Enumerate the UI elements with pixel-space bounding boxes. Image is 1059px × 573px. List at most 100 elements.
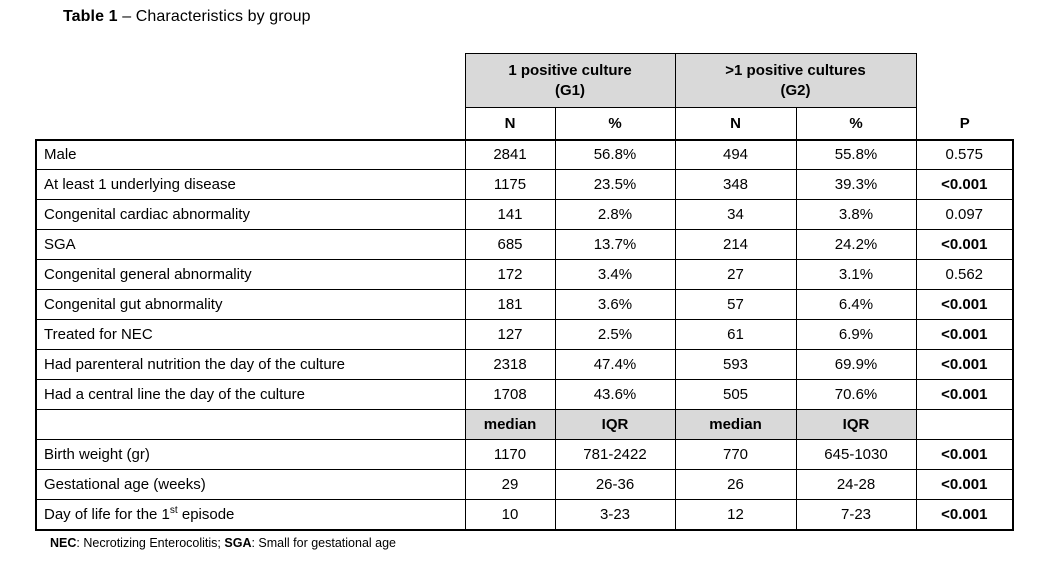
g1-n-value: 685	[464, 229, 556, 260]
g1-iqr-value: 781-2422	[554, 439, 676, 470]
row-label: Had parenteral nutrition the day of the …	[35, 349, 466, 380]
g1-n-value: 172	[464, 259, 556, 290]
g2-n-value: 27	[674, 259, 797, 290]
row-label: SGA	[35, 229, 466, 260]
table-row: Congenital cardiac abnormality 141 2.8% 34 3…	[35, 199, 1015, 230]
p-value: <0.001	[915, 349, 1015, 380]
g1-median-value: 10	[464, 499, 556, 531]
g2-n-value: 61	[674, 319, 797, 350]
table-row: Treated for NEC 127 2.5% 61 6.9% <0.001	[35, 319, 1015, 350]
p-value: <0.001	[915, 169, 1015, 200]
table-row: SGA 685 13.7% 214 24.2% <0.001	[35, 229, 1015, 260]
g1-pct-value: 43.6%	[554, 379, 676, 410]
g2-n-value: 348	[674, 169, 797, 200]
stat-header-p-blank-cell	[915, 409, 1015, 440]
g1-pct-value: 23.5%	[554, 169, 676, 200]
stat-header-spacer-cell	[35, 409, 466, 440]
header-p: P	[916, 107, 1014, 140]
g2-iqr-value: 645-1030	[795, 439, 917, 470]
row-label: Male	[35, 138, 466, 170]
table-row: Gestational age (weeks) 29 26-36 26 24-28 <0.…	[35, 469, 1015, 500]
g2-iqr-value: 7-23	[795, 499, 917, 531]
p-value: 0.097	[915, 199, 1015, 230]
g1-n-value: 1175	[464, 169, 556, 200]
g1-iqr-value: 3-23	[554, 499, 676, 531]
g1-n-value: 2318	[464, 349, 556, 380]
p-value: <0.001	[915, 229, 1015, 260]
table-row: Congenital gut abnormality 181 3.6% 57 6.4% <…	[35, 289, 1015, 320]
p-value: <0.001	[915, 439, 1015, 470]
table-row: At least 1 underlying disease 1175 23.5% 34…	[35, 169, 1015, 200]
g2-median-value: 12	[674, 499, 797, 531]
g2-pct-value: 69.9%	[795, 349, 917, 380]
row-label-superscript: st	[169, 504, 178, 516]
group-header-g2: >1 positive cultures (G2)	[674, 53, 917, 108]
footnote-text: : Small for gestational age	[251, 536, 397, 550]
characteristics-table: 1 positive culture (G1) >1 positive cult…	[35, 53, 1015, 531]
g1-n-value: 181	[464, 289, 556, 320]
g2-pct-value: 70.6%	[795, 379, 917, 410]
g1-pct-value: 3.4%	[554, 259, 676, 290]
g2-pct-value: 6.9%	[795, 319, 917, 350]
p-value: <0.001	[915, 469, 1015, 500]
header-g2-iqr: IQR	[795, 409, 917, 440]
p-value: <0.001	[915, 289, 1015, 320]
row-label: Day of life for the 1st episode	[35, 499, 466, 531]
g2-n-value: 57	[674, 289, 797, 320]
row-label: Congenital gut abnormality	[35, 289, 466, 320]
g2-pct-value: 6.4%	[795, 289, 917, 320]
row-label: Treated for NEC	[35, 319, 466, 350]
header-g1-pct: %	[554, 107, 676, 140]
g1-pct-value: 2.5%	[554, 319, 676, 350]
row-label-part: episode	[177, 505, 235, 523]
row-label: At least 1 underlying disease	[35, 169, 466, 200]
group-header-row: 1 positive culture (G1) >1 positive cult…	[36, 53, 1014, 108]
g2-n-value: 593	[674, 349, 797, 380]
p-value: <0.001	[915, 379, 1015, 410]
table-caption-text: – Characteristics by group	[117, 8, 311, 25]
header-g1-median: median	[464, 409, 556, 440]
header-g2-pct: %	[795, 107, 917, 140]
footnote-abbreviation: NEC	[50, 536, 77, 550]
g2-median-value: 770	[674, 439, 797, 470]
header-g2-median: median	[674, 409, 797, 440]
table-row: Male 2841 56.8% 494 55.8% 0.575	[35, 138, 1015, 170]
g2-pct-value: 24.2%	[795, 229, 917, 260]
group-header-g1: 1 positive culture (G1)	[464, 53, 676, 108]
table-row: Day of life for the 1st episode 10 3-23 12 7…	[35, 499, 1015, 531]
row-label: Gestational age (weeks)	[35, 469, 466, 500]
g1-n-value: 141	[464, 199, 556, 230]
g1-n-value: 127	[464, 319, 556, 350]
table-caption-number: Table 1	[63, 8, 118, 25]
g2-n-value: 494	[674, 138, 797, 170]
table-row: Birth weight (gr) 1170 781-2422 770 645-1030…	[35, 439, 1015, 470]
table-caption: Table 1 – Characteristics by group	[63, 8, 311, 26]
g1-n-value: 2841	[464, 138, 556, 170]
g1-pct-value: 56.8%	[554, 138, 676, 170]
g2-pct-value: 3.8%	[795, 199, 917, 230]
g2-n-value: 214	[674, 229, 797, 260]
label-column-blank-cell	[36, 107, 465, 140]
row-label-part: Day of life for the 1	[44, 505, 170, 523]
p-value: <0.001	[915, 319, 1015, 350]
measure-header-row: N % N % P	[36, 107, 1014, 140]
g1-pct-value: 3.6%	[554, 289, 676, 320]
table-row: Congenital general abnormality 172 3.4% 27 3…	[35, 259, 1015, 290]
group-header-g2-title: >1 positive cultures	[725, 61, 866, 79]
g1-pct-value: 13.7%	[554, 229, 676, 260]
header-g1-iqr: IQR	[554, 409, 676, 440]
g2-pct-value: 55.8%	[795, 138, 917, 170]
g2-pct-value: 3.1%	[795, 259, 917, 290]
group-header-g1-title: 1 positive culture	[508, 61, 632, 79]
g2-iqr-value: 24-28	[795, 469, 917, 500]
row-label: Birth weight (gr)	[35, 439, 466, 470]
p-column-blank-cell	[916, 53, 1014, 108]
table-row: Had a central line the day of the cultur…	[35, 379, 1015, 410]
row-label: Had a central line the day of the cultur…	[35, 379, 466, 410]
g1-median-value: 1170	[464, 439, 556, 470]
g1-iqr-value: 26-36	[554, 469, 676, 500]
footnote-abbreviation: SGA	[224, 536, 252, 550]
row-label: Congenital general abnormality	[35, 259, 466, 290]
g1-pct-value: 2.8%	[554, 199, 676, 230]
footnote-text: : Necrotizing Enterocolitis;	[76, 536, 225, 550]
